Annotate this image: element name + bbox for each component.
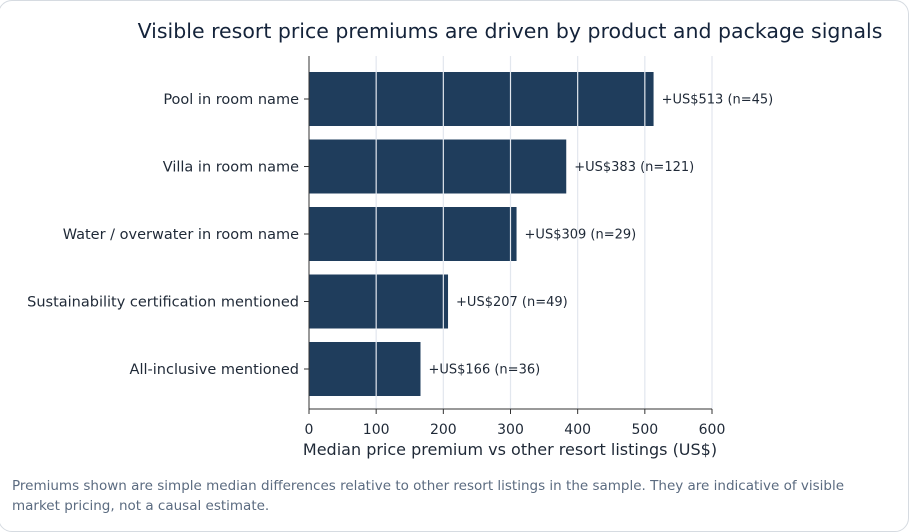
bar	[309, 207, 517, 261]
bar	[309, 72, 654, 126]
bar-chart: Visible resort price premiums are driven…	[27, 19, 883, 459]
bar	[309, 139, 567, 194]
data-label: +US$166 (n=36)	[428, 363, 540, 378]
y-tick-label: Water / overwater in room name	[63, 227, 299, 243]
x-tick-label: 100	[363, 422, 390, 438]
x-tick-label: 600	[699, 422, 726, 438]
y-tick-label: All-inclusive mentioned	[130, 362, 299, 378]
chart-title: Visible resort price premiums are driven…	[138, 19, 883, 43]
footnote: Premiums shown are simple median differe…	[12, 478, 845, 514]
y-tick-label: Villa in room name	[163, 160, 299, 176]
bar	[309, 274, 449, 329]
data-label: +US$309 (n=29)	[525, 228, 637, 243]
data-label: +US$207 (n=49)	[456, 295, 568, 310]
data-label: +US$513 (n=45)	[662, 93, 774, 108]
x-tick-label: 300	[497, 422, 524, 438]
x-tick-label: 500	[631, 422, 658, 438]
x-tick-label: 0	[305, 422, 314, 438]
x-tick-label: 200	[430, 422, 457, 438]
y-tick-label: Sustainability certification mentioned	[27, 295, 299, 311]
data-label: +US$383 (n=121)	[574, 160, 694, 175]
x-tick-label: 400	[564, 422, 591, 438]
y-tick-label: Pool in room name	[163, 92, 299, 108]
x-axis-label: Median price premium vs other resort lis…	[303, 440, 717, 459]
bar	[309, 342, 421, 396]
